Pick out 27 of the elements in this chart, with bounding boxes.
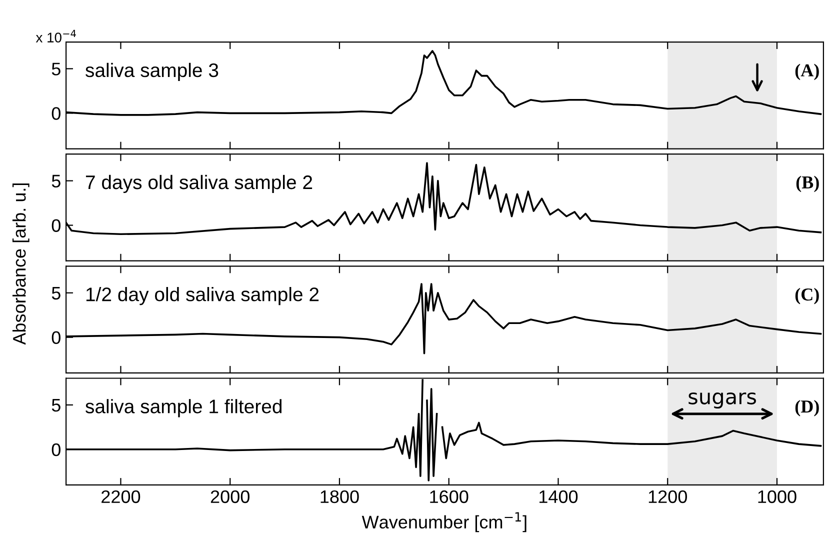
y-tick-label: 0 bbox=[52, 443, 60, 456]
y-tick-label: 5 bbox=[52, 174, 60, 188]
annotation: x 10$^{−4}$ bbox=[36, 30, 76, 42]
annotation: 1/2 day old saliva sample 2 bbox=[86, 286, 319, 306]
y-axis-title: Absorbance [arb. u.] bbox=[12, 183, 30, 345]
y-tick-label: 5 bbox=[52, 286, 60, 300]
annotation: 7 days old saliva sample 2 bbox=[86, 174, 312, 194]
annotation: (D) bbox=[795, 400, 819, 416]
x-tick-label: 2200 bbox=[102, 490, 140, 504]
annotation: (C) bbox=[795, 288, 819, 304]
y-tick-label: 5 bbox=[52, 62, 60, 76]
band-label: sugars bbox=[688, 392, 756, 408]
x-tick-label: 1600 bbox=[430, 490, 468, 504]
y-tick-label: 0 bbox=[52, 107, 60, 120]
x-tick-label: 1400 bbox=[540, 490, 578, 504]
y-tick-label: 5 bbox=[52, 399, 60, 412]
y-tick-label: 0 bbox=[52, 219, 60, 232]
annotation: saliva sample 1 filtered bbox=[86, 399, 282, 418]
annotation: saliva sample 3 bbox=[86, 62, 218, 81]
annotation: (B) bbox=[796, 176, 819, 192]
x-tick-label: 1800 bbox=[320, 490, 359, 504]
x-tick-label: 2000 bbox=[210, 490, 250, 504]
x-tick-label: 1000 bbox=[758, 490, 796, 504]
x-axis-title: Wavenumber [cm$^{−1}$] bbox=[362, 512, 526, 532]
y-tick-label: 0 bbox=[52, 331, 60, 344]
x-tick-label: 1200 bbox=[648, 490, 687, 504]
annotation: (A) bbox=[795, 64, 819, 80]
